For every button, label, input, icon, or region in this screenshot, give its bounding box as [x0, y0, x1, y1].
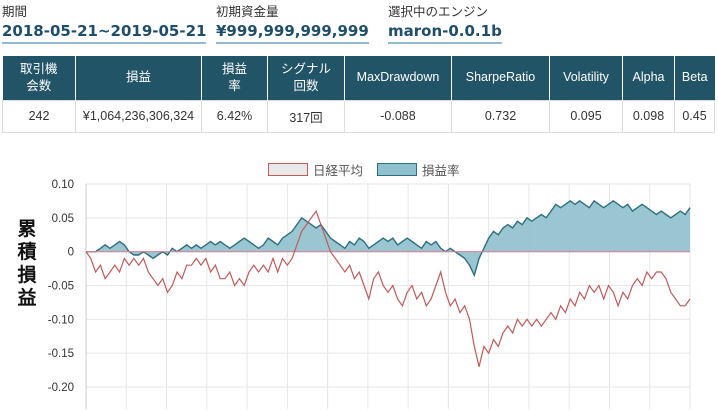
y-tick-label: 0.10 [52, 179, 74, 191]
cell-sharperatio: 0.732 [451, 99, 550, 133]
cell-pnl: ¥1,064,236,306,324 [75, 99, 202, 133]
period-label: 期間 [2, 4, 28, 19]
capital-label: 初期資金量 [216, 4, 279, 19]
stats-table: 取引機 会数 損益 損益 率 シグナル 回数 MaxDrawdown Sharp… [2, 56, 715, 133]
legend-nikkei-swatch[interactable] [268, 162, 308, 176]
header-trade-count: 取引機 会数 [2, 56, 76, 100]
header-maxdrawdown-text: MaxDrawdown [356, 70, 440, 85]
pnl-chart: 0.10 0.05 0 -0.05 -0.10 -0.15 -0.20 [48, 179, 691, 409]
pnl-area [86, 200, 690, 276]
header-pnl: 損益 [75, 56, 202, 100]
nikkei-line [85, 209, 691, 367]
legend-pnl-swatch[interactable] [377, 162, 418, 176]
chart-legend: 日経平均 損益率 [268, 161, 460, 178]
cell-signal-count: 317回 [267, 99, 345, 133]
header-pnl-rate-text: 損益 率 [221, 61, 247, 93]
y-tick-label: -0.10 [48, 314, 74, 326]
cell-trade-count: 242 [2, 99, 76, 133]
y-tick-label: -0.20 [48, 382, 74, 394]
header-volatility: Volatility [549, 56, 623, 100]
header-beta: Beta [674, 56, 715, 100]
cell-pnl-rate: 6.42% [201, 99, 268, 133]
header-pnl-rate: 損益 率 [201, 56, 268, 100]
header-volatility-text: Volatility [563, 70, 609, 85]
y-tick-label: 0.05 [52, 213, 74, 225]
header-sharperatio-text: SharpeRatio [465, 70, 536, 85]
legend-pnl-label[interactable]: 損益率 [422, 162, 460, 178]
period-summary: 期間 2018-05-21~2019-05-21 [2, 4, 207, 44]
cell-beta: 0.45 [674, 99, 715, 133]
header-alpha: Alpha [622, 56, 675, 100]
stats-row: 242 ¥1,064,236,306,324 6.42% 317回 -0.088… [2, 99, 715, 133]
header-alpha-text: Alpha [632, 70, 665, 85]
engine-label: 選択中のエンジン [388, 4, 489, 19]
y-tick-label: 0 [68, 247, 74, 259]
engine-value: maron-0.0.1b [388, 20, 502, 44]
header-trade-count-text: 取引機 会数 [19, 61, 58, 93]
pnl-line [86, 199, 691, 278]
y-tick-label: -0.05 [48, 281, 74, 293]
header-beta-text: Beta [681, 70, 708, 85]
header-maxdrawdown: MaxDrawdown [344, 56, 452, 100]
capital-value: ¥999,999,999,999 [216, 20, 369, 44]
legend-nikkei-label[interactable]: 日経平均 [313, 162, 364, 178]
cell-volatility: 0.095 [549, 99, 623, 133]
header-signal-count: シグナル 回数 [267, 56, 345, 100]
header-signal-count-text: シグナル 回数 [280, 61, 331, 93]
stats-header-row: 取引機 会数 損益 損益 率 シグナル 回数 MaxDrawdown Sharp… [2, 56, 715, 100]
capital-summary: 初期資金量 ¥999,999,999,999 [216, 4, 369, 44]
header-pnl-text: 損益 [125, 70, 151, 85]
header-sharperatio: SharpeRatio [451, 56, 550, 100]
y-tick-label: -0.15 [48, 348, 74, 360]
chart-ylabel: 累積損益 [17, 218, 37, 309]
cell-alpha: 0.098 [622, 99, 675, 133]
engine-summary: 選択中のエンジン maron-0.0.1b [388, 4, 502, 44]
cell-maxdrawdown: -0.088 [344, 99, 452, 133]
period-value: 2018-05-21~2019-05-21 [2, 20, 207, 44]
